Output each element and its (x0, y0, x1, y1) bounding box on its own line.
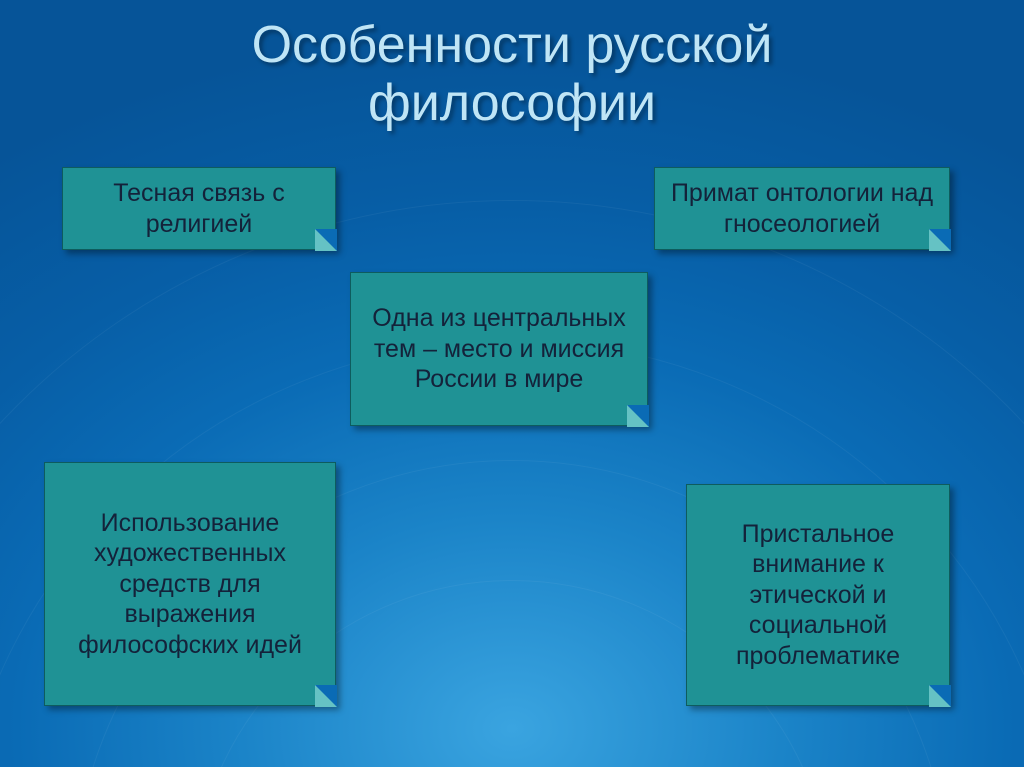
card-text: Использование художественных средств для… (45, 502, 335, 667)
card-artistic: Использование художественных средств для… (44, 462, 336, 706)
card-text: Пристальное внимание к этической и социа… (687, 513, 949, 678)
card-ontology: Примат онтологии над гносеологией (654, 167, 950, 250)
card-text: Примат онтологии над гносеологией (655, 172, 949, 245)
card-mission: Одна из центральных тем – место и миссия… (350, 272, 648, 426)
card-text: Одна из центральных тем – место и миссия… (351, 297, 647, 401)
card-ethics: Пристальное внимание к этической и социа… (686, 484, 950, 706)
slide-title: Особенности русской философии (0, 16, 1024, 132)
title-line-2: философии (368, 74, 656, 132)
title-line-1: Особенности русской (252, 16, 773, 74)
card-text: Тесная связь с религией (63, 172, 335, 245)
card-religion: Тесная связь с религией (62, 167, 336, 250)
